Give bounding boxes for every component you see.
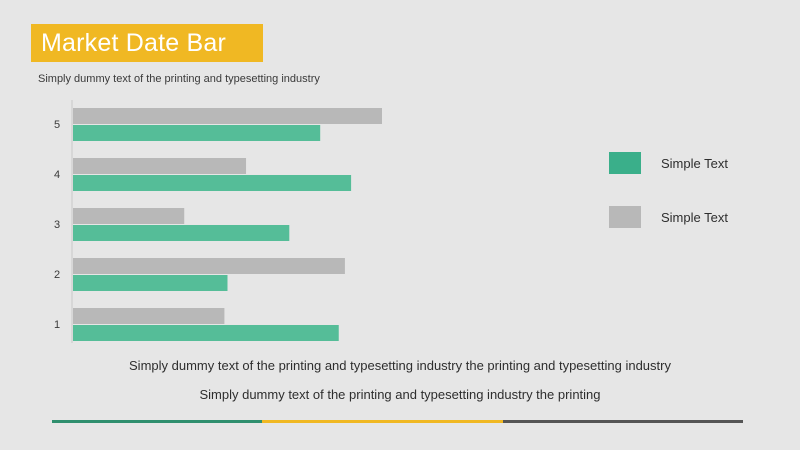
legend-label-1: Simple Text xyxy=(661,155,728,171)
bar-series1-cat-4 xyxy=(73,158,247,174)
bar-series2-cat-3 xyxy=(73,225,290,241)
footer-text-1: Simply dummy text of the printing and ty… xyxy=(129,358,671,373)
legend-item-2: Simple Text xyxy=(609,206,728,228)
chart-title: Market Date Bar xyxy=(41,28,227,57)
bar-series1-cat-2 xyxy=(73,258,345,274)
bar-series2-cat-5 xyxy=(73,125,321,141)
bar-series1-cat-3 xyxy=(73,208,185,224)
legend-swatch-1 xyxy=(609,152,641,174)
y-tick-labels: 1 2 3 4 5 xyxy=(54,119,60,331)
y-tick-label-5: 5 xyxy=(54,119,60,131)
bar-series2-cat-4 xyxy=(73,175,352,191)
y-tick-label-2: 2 xyxy=(54,269,60,281)
y-tick-label-3: 3 xyxy=(54,219,60,231)
bar-series2-cat-2 xyxy=(73,275,228,291)
legend-swatch-2 xyxy=(609,206,641,228)
bar-series2-cat-1 xyxy=(73,325,339,341)
y-tick-label-1: 1 xyxy=(54,319,60,331)
footer-rule-green xyxy=(52,420,262,423)
legend-label-2: Simple Text xyxy=(661,209,728,225)
footer-rule-yellow xyxy=(262,420,503,423)
bar-series1-cat-1 xyxy=(73,308,225,324)
title-banner: Market Date Bar xyxy=(31,24,263,62)
footer-rule-gray xyxy=(503,420,743,423)
bar-series1-cat-5 xyxy=(73,108,382,124)
y-tick-label-4: 4 xyxy=(54,169,60,181)
footer-text-2: Simply dummy text of the printing and ty… xyxy=(199,387,601,402)
chart-subtitle: Simply dummy text of the printing and ty… xyxy=(38,73,320,85)
bars-group xyxy=(73,108,382,341)
legend-item-1: Simple Text xyxy=(609,152,728,174)
